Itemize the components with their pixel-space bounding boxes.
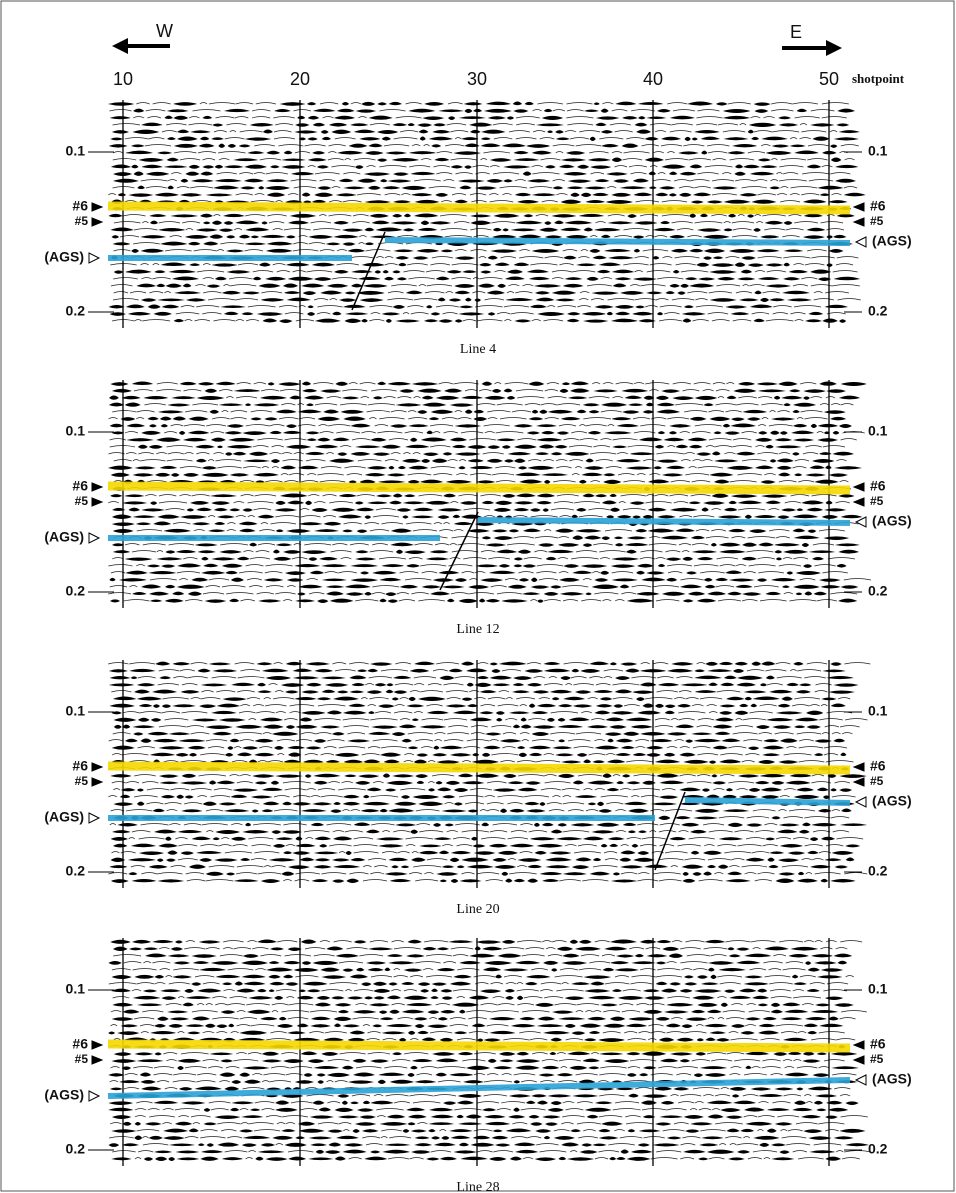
time-label: 0.2 — [868, 583, 888, 599]
time-label: 0.1 — [66, 423, 86, 439]
horizon-label: (AGS) — [872, 233, 912, 249]
horizon-label: (AGS) — [872, 793, 912, 809]
shotpoint-title: shotpoint — [852, 71, 905, 86]
time-label: 0.2 — [868, 303, 888, 319]
horizon-label: #6 — [870, 198, 886, 214]
horizon-label: #6 — [870, 478, 886, 494]
time-label: 0.1 — [66, 703, 86, 719]
time-label: 0.2 — [66, 583, 86, 599]
west-label: W — [156, 21, 173, 41]
time-label: 0.1 — [868, 423, 888, 439]
horizon-label: #6 — [72, 758, 88, 774]
time-label: 0.2 — [66, 303, 86, 319]
horizon-ags — [685, 800, 850, 803]
horizon-ags — [478, 520, 850, 523]
horizon-label: #5 — [870, 494, 884, 508]
horizon-label: (AGS) — [44, 249, 84, 265]
horizon-label: (AGS) — [872, 513, 912, 529]
shotpoint-label: 40 — [643, 69, 663, 89]
horizon-label: #5 — [75, 494, 89, 508]
figure: W E shotpoint 10 20 30 40 50 0.1 0.1 0.2 0.2 #6 #6… — [0, 0, 956, 1193]
time-label: 0.1 — [66, 143, 86, 159]
caption: Line 4 — [460, 342, 496, 357]
caption: Line 20 — [456, 902, 499, 917]
horizon-label: #5 — [75, 774, 89, 788]
horizon-label: #6 — [72, 198, 88, 214]
horizon-6 — [108, 766, 850, 770]
panel-bg — [108, 100, 850, 328]
horizon-label: (AGS) — [44, 529, 84, 545]
horizon-6 — [108, 206, 850, 210]
horizon-label: (AGS) — [44, 809, 84, 825]
horizon-label: #5 — [870, 214, 884, 228]
shotpoint-label: 10 — [113, 69, 133, 89]
time-label: 0.2 — [66, 863, 86, 879]
shotpoint-label: 50 — [819, 69, 839, 89]
horizon-6 — [108, 486, 850, 490]
seismic-panel — [108, 660, 870, 888]
horizon-ags — [385, 240, 850, 243]
horizon-label: #6 — [870, 758, 886, 774]
caption: Line 12 — [456, 622, 499, 637]
seismic-panel — [108, 938, 871, 1166]
shotpoint-label: 20 — [290, 69, 310, 89]
time-label: 0.1 — [868, 143, 888, 159]
horizon-label: #5 — [870, 774, 884, 788]
horizon-label: #6 — [72, 478, 88, 494]
seismic-panel — [108, 380, 871, 608]
time-label: 0.1 — [868, 703, 888, 719]
horizon-label: #5 — [75, 214, 89, 228]
east-label: E — [790, 22, 802, 42]
shotpoint-label: 30 — [467, 69, 487, 89]
time-label: 0.2 — [868, 863, 888, 879]
panel-bg — [108, 938, 850, 1166]
seismic-panel — [108, 100, 866, 328]
